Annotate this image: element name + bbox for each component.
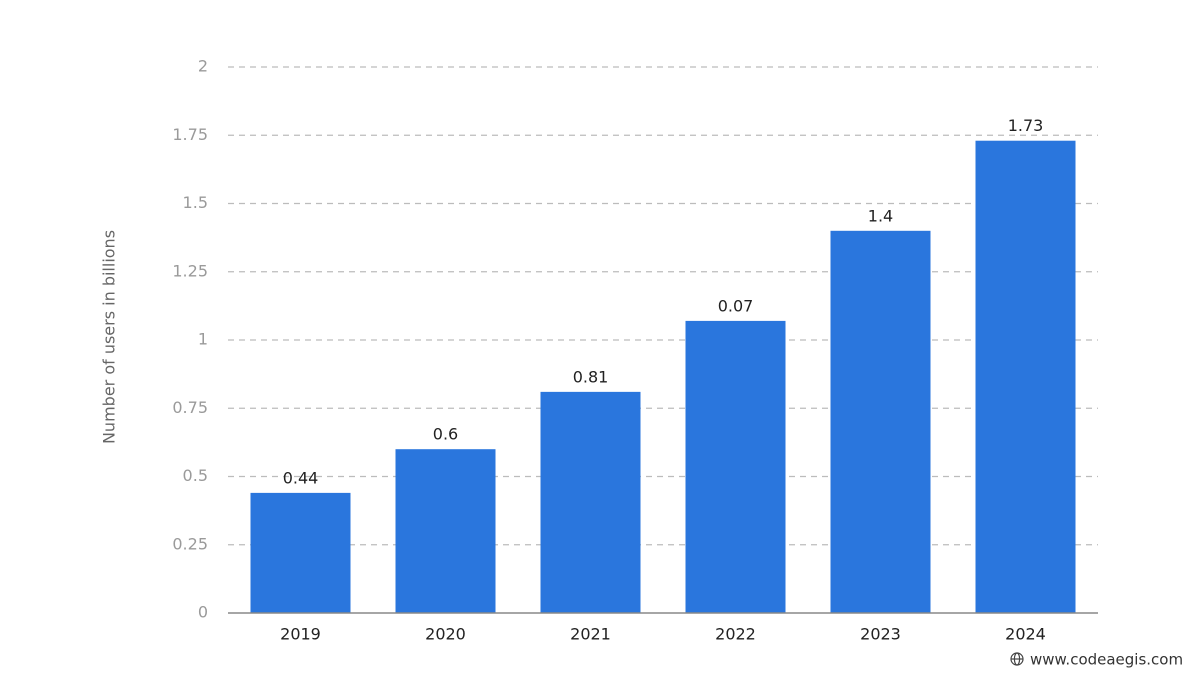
x-tick-label: 2021 [570,625,611,644]
y-tick-label: 1.5 [183,193,208,212]
y-tick-label: 2 [198,57,208,76]
y-tick-label: 1 [198,330,208,349]
y-tick-label: 1.75 [172,125,208,144]
bar [830,230,931,614]
footer-icon [1010,652,1024,666]
bar [540,391,641,613]
value-label: 0.07 [718,296,754,315]
y-tick-label: 0.5 [183,466,208,485]
y-tick-label: 0 [198,603,208,622]
x-tick-label: 2023 [860,625,901,644]
value-label: 1.4 [868,206,893,225]
bar [395,449,496,613]
bar [685,320,786,613]
x-tick-label: 2020 [425,625,466,644]
value-label: 0.81 [573,367,609,386]
value-label: 1.73 [1008,116,1044,135]
bar [250,492,351,613]
footer: www.codeaegis.com [1030,651,1183,669]
y-axis-label: Number of users in billions [100,230,119,444]
x-tick-label: 2024 [1005,625,1046,644]
x-tick-label: 2019 [280,625,321,644]
x-tick-label: 2022 [715,625,756,644]
value-label: 0.6 [433,425,458,444]
bar [975,140,1076,613]
y-tick-label: 1.25 [172,261,208,280]
y-tick-label: 0.75 [172,398,208,417]
y-tick-label: 0.25 [172,534,208,553]
value-label: 0.44 [283,468,319,487]
